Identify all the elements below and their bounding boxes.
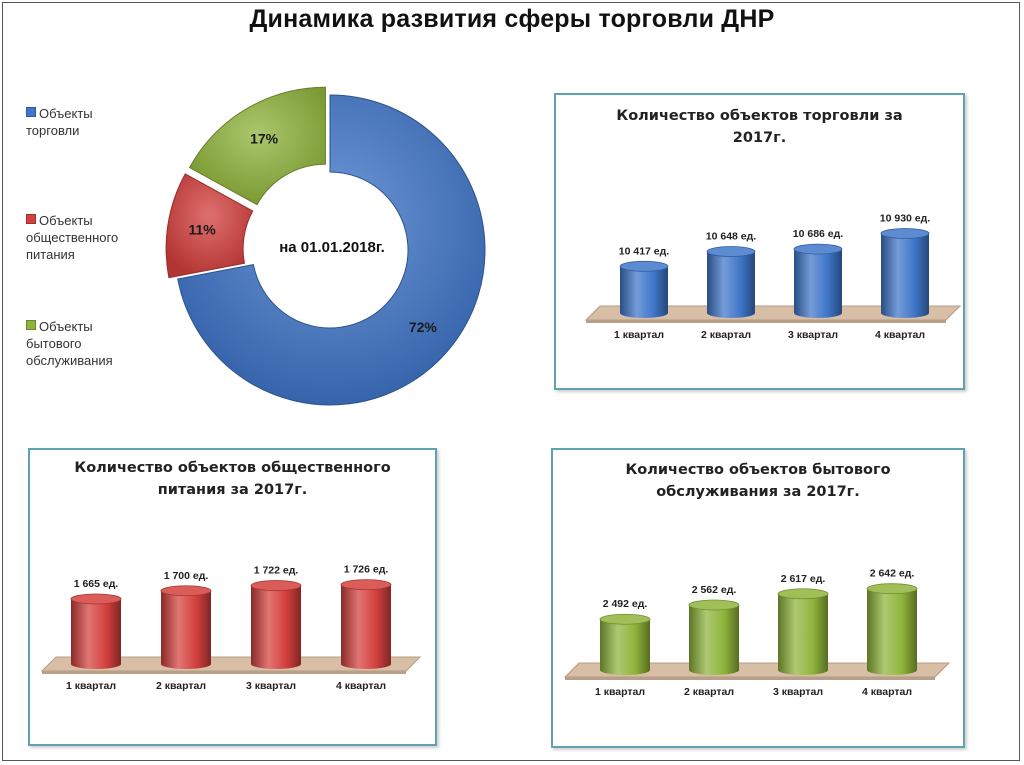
donut-chart: 72% 11% 17% на 01.01.2018г.	[165, 86, 486, 406]
legend-label-line: торговли	[26, 123, 80, 138]
category-label: 1 квартал	[66, 680, 116, 692]
legend-label-line: Объекты	[39, 319, 93, 334]
category-label: 2 квартал	[701, 329, 751, 341]
bar-top	[599, 613, 651, 625]
donut-slice-label: 17%	[250, 131, 279, 147]
category-label: 4 квартал	[336, 680, 386, 692]
bar-value-label: 1 700 ед.	[164, 570, 209, 582]
chart-title-line: обслуживания за 2017г.	[656, 484, 860, 500]
chart-title-line: 2017г.	[732, 130, 787, 146]
chart-title-line: питания за 2017г.	[157, 482, 308, 498]
bar-top	[880, 228, 930, 239]
donut-slice-label: 11%	[188, 222, 216, 238]
bar	[620, 266, 668, 318]
chart-panel-catering: Количество объектов общественного питани…	[28, 448, 437, 746]
bar	[794, 249, 842, 318]
chart-floor-edge	[586, 320, 946, 323]
chart-title-line: Количество объектов торговли за	[616, 108, 903, 124]
bar-top	[619, 260, 669, 272]
bar-top	[70, 593, 122, 605]
chart-floor-edge	[42, 671, 406, 674]
chart-title-trade: Количество объектов торговли за 2017г.	[556, 105, 963, 149]
legend-swatch-catering	[26, 214, 36, 224]
category-label: 4 квартал	[875, 329, 925, 341]
bar-value-label: 10 686 ед.	[793, 228, 844, 240]
bar-value-label: 2 617 ед.	[781, 573, 826, 585]
donut-center-label: на 01.01.2018г.	[279, 239, 385, 256]
bar	[251, 585, 301, 669]
chart-title-catering: Количество объектов общественного питани…	[30, 457, 435, 501]
bar-top	[777, 588, 829, 600]
bar	[600, 619, 650, 675]
chart-panel-trade: Количество объектов торговли за 2017г. 1…	[554, 93, 965, 390]
chart-panel-services: Количество объектов бытового обслуживани…	[551, 448, 965, 748]
bar-top	[706, 246, 756, 257]
legend-item-trade: Объекты торговли	[26, 105, 176, 139]
bar-value-label: 1 665 ед.	[74, 578, 119, 590]
bar-top	[688, 599, 740, 611]
bar	[881, 233, 929, 318]
bar-top	[340, 579, 392, 591]
bar-value-label: 1 722 ед.	[254, 565, 299, 577]
bar	[867, 588, 917, 675]
chart-title-line: Количество объектов бытового	[625, 462, 891, 478]
chart-title-services: Количество объектов бытового обслуживани…	[553, 459, 963, 503]
legend-item-services: Объекты бытового обслуживания	[26, 318, 176, 369]
bar	[71, 598, 121, 669]
category-label: 3 квартал	[788, 329, 838, 341]
category-label: 1 квартал	[595, 686, 645, 698]
bar-top	[793, 243, 843, 255]
page-title: Динамика развития сферы торговли ДНР	[249, 5, 775, 33]
bar-value-label: 1 726 ед.	[344, 564, 389, 576]
bar-chart-trade: 10 417 ед. 1 квартал 10 648 ед. 2 квартал 10…	[584, 212, 962, 341]
donut-slice-label: 72%	[409, 319, 438, 335]
bar-value-label: 10 417 ед.	[619, 245, 670, 257]
category-label: 2 квартал	[156, 680, 206, 692]
legend-label-line: Объекты	[39, 106, 93, 121]
bar	[341, 584, 391, 669]
bar-top	[160, 585, 212, 597]
bar	[689, 604, 739, 675]
category-label: 2 квартал	[684, 686, 734, 698]
bar-value-label: 2 562 ед.	[692, 584, 737, 596]
legend-label-line: общественного	[26, 230, 119, 245]
bar-top	[250, 580, 302, 591]
category-label: 3 квартал	[773, 686, 823, 698]
category-label: 4 квартал	[862, 686, 912, 698]
bar	[161, 590, 211, 669]
legend-label-line: Объекты	[39, 213, 93, 228]
legend-item-catering: Объекты общественного питания	[26, 212, 176, 263]
bar-value-label: 10 648 ед.	[706, 231, 757, 243]
bar-top	[866, 583, 918, 595]
legend-label-line: обслуживания	[26, 353, 113, 368]
chart-title-line: Количество объектов общественного	[74, 460, 391, 476]
bar-value-label: 2 642 ед.	[870, 568, 915, 580]
donut-slice-2	[188, 86, 326, 206]
bar	[707, 251, 755, 318]
donut-slice-0	[177, 94, 486, 406]
chart-floor-edge	[565, 677, 935, 680]
legend-label-line: питания	[26, 247, 75, 262]
legend-swatch-services	[26, 320, 36, 330]
category-label: 1 квартал	[614, 329, 664, 341]
bar-value-label: 2 492 ед.	[603, 598, 648, 610]
category-label: 3 квартал	[246, 680, 296, 692]
legend-swatch-trade	[26, 107, 36, 117]
bar-value-label: 10 930 ед.	[880, 212, 931, 224]
legend-label-line: бытового	[26, 336, 82, 351]
bar	[778, 593, 828, 675]
bar-chart-catering: 1 665 ед. 1 квартал 1 700 ед. 2 квартал 1 72…	[40, 564, 422, 692]
donut-slice-1	[165, 173, 254, 279]
bar-chart-services: 2 492 ед. 1 квартал 2 562 ед. 2 квартал 2 61…	[563, 568, 951, 698]
